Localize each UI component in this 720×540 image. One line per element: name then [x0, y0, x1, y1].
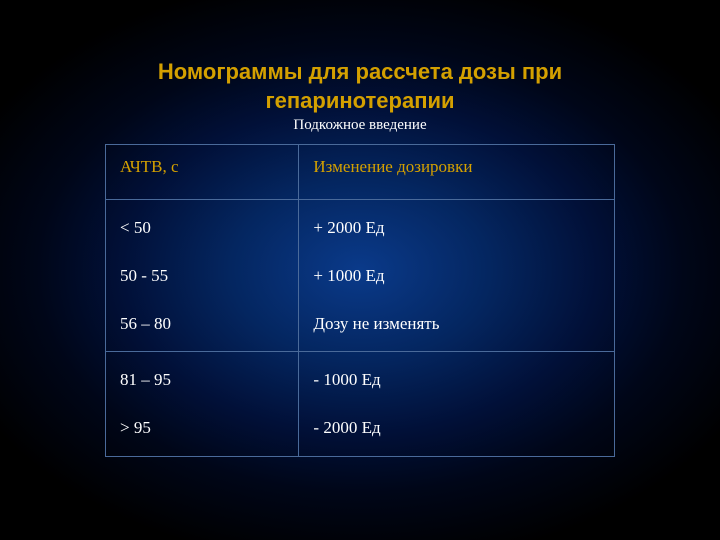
- cell-dose-nochange: Дозу не изменять: [313, 304, 600, 344]
- cell-dose-minus2000: - 2000 Ед: [313, 408, 600, 448]
- group2-left: 81 – 95 > 95: [106, 352, 299, 457]
- table-header-row: АЧТВ, с Изменение дозировки: [106, 145, 615, 200]
- slide-subtitle: Подкожное введение: [0, 117, 720, 134]
- cell-dose-plus2000: + 2000 Ед: [313, 208, 600, 256]
- dosage-table: АЧТВ, с Изменение дозировки < 50 50 - 55…: [105, 144, 615, 457]
- title-line-2: гепаринотерапии: [265, 88, 454, 113]
- cell-dose-plus1000: + 1000 Ед: [313, 256, 600, 304]
- table-row-group-2: 81 – 95 > 95 - 1000 Ед - 2000 Ед: [106, 352, 615, 457]
- group1-right: + 2000 Ед + 1000 Ед Дозу не изменять: [299, 199, 615, 351]
- cell-dose-minus1000: - 1000 Ед: [313, 360, 600, 408]
- slide-content: Номограммы для рассчета дозы при гепарин…: [0, 0, 720, 540]
- header-dosage-change: Изменение дозировки: [299, 145, 615, 200]
- cell-aptt-81-95: 81 – 95: [120, 360, 284, 408]
- group1-left: < 50 50 - 55 56 – 80: [106, 199, 299, 351]
- cell-aptt-56-80: 56 – 80: [120, 304, 284, 344]
- title-line-1: Номограммы для рассчета дозы при: [158, 59, 562, 84]
- header-aptt: АЧТВ, с: [106, 145, 299, 200]
- group2-right: - 1000 Ед - 2000 Ед: [299, 352, 615, 457]
- cell-aptt-lt50: < 50: [120, 208, 284, 256]
- cell-aptt-50-55: 50 - 55: [120, 256, 284, 304]
- dosage-table-wrap: АЧТВ, с Изменение дозировки < 50 50 - 55…: [105, 144, 615, 457]
- slide-title: Номограммы для рассчета дозы при гепарин…: [0, 58, 720, 115]
- table-row-group-1: < 50 50 - 55 56 – 80 + 2000 Ед + 1000 Ед…: [106, 199, 615, 351]
- cell-aptt-gt95: > 95: [120, 408, 284, 448]
